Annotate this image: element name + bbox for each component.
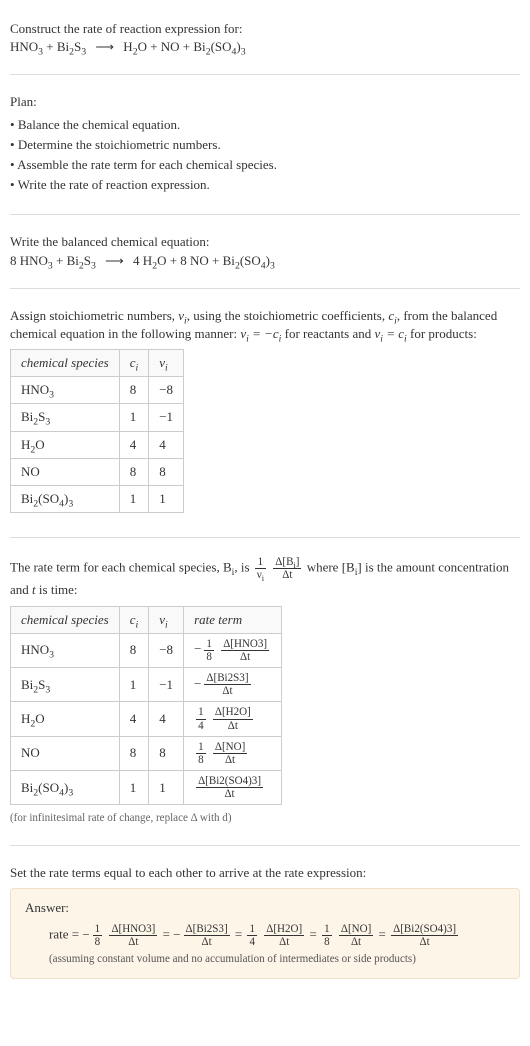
plan-list: Balance the chemical equation. Determine … [10, 116, 520, 195]
intro-line: Construct the rate of reaction expressio… [10, 20, 520, 38]
stoich-table-2: chemical speciesciνirate termHNO38−8−18 … [10, 606, 282, 806]
infinitesimal-note: (for infinitesimal rate of change, repla… [10, 811, 520, 826]
rate-term-section: The rate term for each chemical species,… [10, 546, 520, 837]
balanced-section: Write the balanced chemical equation: 8 … [10, 223, 520, 279]
divider [10, 845, 520, 846]
table-header: ci [119, 606, 149, 633]
answer-rate-line: rate = −18 Δ[HNO3]Δt = −Δ[Bi2S3]Δt = 14 … [25, 923, 505, 948]
plan-item: Determine the stoichiometric numbers. [10, 136, 520, 154]
divider [10, 288, 520, 289]
table-header: νi [149, 350, 184, 377]
table-row: HNO38−8−18 Δ[HNO3]Δt [11, 633, 282, 667]
intro-section: Construct the rate of reaction expressio… [10, 10, 520, 66]
plan-item: Assemble the rate term for each chemical… [10, 156, 520, 174]
plan-item: Balance the chemical equation. [10, 116, 520, 134]
table-header: chemical species [11, 350, 120, 377]
balanced-line: Write the balanced chemical equation: [10, 233, 520, 251]
table-row: Bi2S31−1−Δ[Bi2S3]Δt [11, 668, 282, 702]
assign-section: Assign stoichiometric numbers, νi, using… [10, 297, 520, 530]
set-equal-text: Set the rate terms equal to each other t… [10, 864, 520, 882]
table-header: chemical species [11, 606, 120, 633]
rate-text: The rate term for each chemical species,… [10, 556, 520, 599]
answer-assumption: (assuming constant volume and no accumul… [25, 952, 505, 967]
answer-label: Answer: [25, 899, 505, 917]
table-row: H2O44 [11, 431, 184, 458]
table-row: H2O4414 Δ[H2O]Δt [11, 702, 282, 736]
divider [10, 214, 520, 215]
plan-title: Plan: [10, 93, 520, 111]
set-equal-section: Set the rate terms equal to each other t… [10, 854, 520, 989]
table-row: Bi2(SO4)311 [11, 486, 184, 513]
table-row: Bi2(SO4)311Δ[Bi2(SO4)3]Δt [11, 770, 282, 804]
plan-item: Write the rate of reaction expression. [10, 176, 520, 194]
table-header: νi [149, 606, 184, 633]
plan-section: Plan: Balance the chemical equation. Dete… [10, 83, 520, 206]
table-header: rate term [184, 606, 282, 633]
table-row: Bi2S31−1 [11, 404, 184, 431]
assign-text: Assign stoichiometric numbers, νi, using… [10, 307, 520, 343]
table-header: ci [119, 350, 149, 377]
balanced-equation: 8 HNO3 + Bi2S3 ⟶ 4 H2O + 8 NO + Bi2(SO4)… [10, 252, 520, 270]
unbalanced-equation: HNO3 + Bi2S3 ⟶ H2O + NO + Bi2(SO4)3 [10, 38, 520, 56]
table-row: NO88 [11, 458, 184, 485]
divider [10, 537, 520, 538]
table-row: HNO38−8 [11, 377, 184, 404]
divider [10, 74, 520, 75]
stoich-table-1: chemical speciesciνiHNO38−8Bi2S31−1H2O44… [10, 349, 184, 513]
answer-box: Answer: rate = −18 Δ[HNO3]Δt = −Δ[Bi2S3]… [10, 888, 520, 979]
table-row: NO8818 Δ[NO]Δt [11, 736, 282, 770]
